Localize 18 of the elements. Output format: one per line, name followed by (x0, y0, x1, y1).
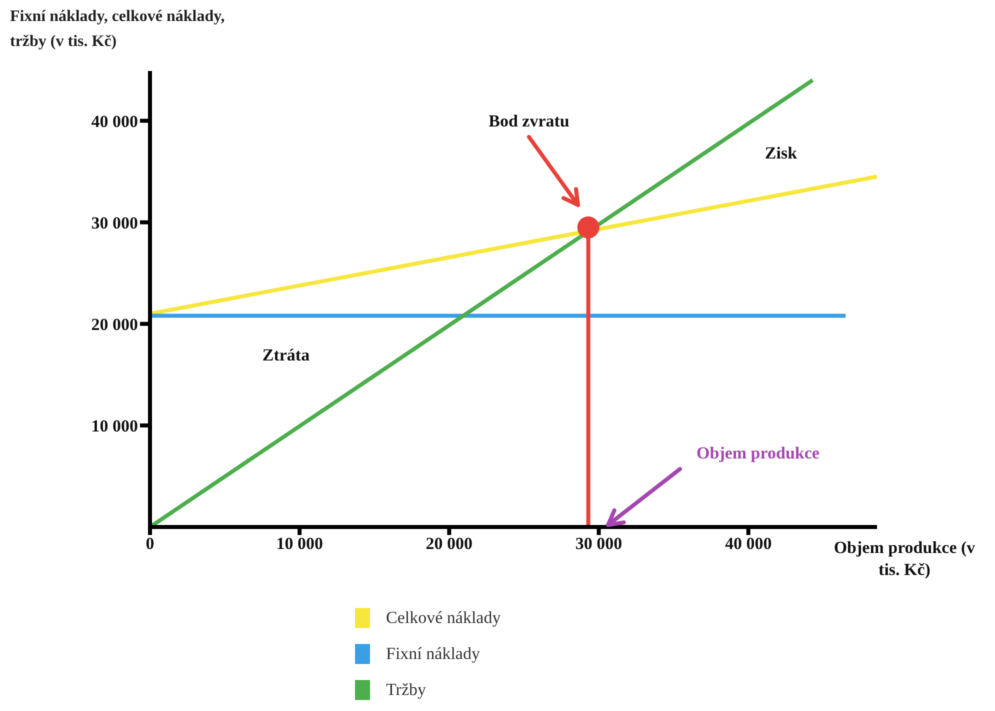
annotation: Ztráta (262, 346, 310, 364)
annotation: Objem produkce (696, 444, 820, 462)
legend-label: Fixní náklady (386, 644, 480, 664)
legend-label: Celkové náklady (386, 608, 501, 628)
legend-label: Tržby (386, 680, 426, 700)
y-tick-label: 20 000 (91, 314, 138, 334)
y-tick-label: 30 000 (91, 213, 138, 232)
x-tick-label: 10 000 (276, 534, 323, 554)
y-axis-title: Fixní náklady, celkové náklady, tržby (v tis. Kč) (10, 7, 226, 52)
x-tick-label: 30 000 (575, 534, 622, 554)
annotation: Bod zvratu (488, 112, 570, 130)
x-tick-label: 40 000 (724, 534, 772, 554)
x-axis-title: Objem produkce (v tis. Kč) (832, 537, 976, 581)
annotation: Zisk (764, 144, 798, 162)
y-tick-label: 40 000 (91, 112, 138, 131)
x-tick-label: 20 000 (426, 534, 473, 554)
x-tick-label: 0 (146, 534, 154, 554)
y-tick-label: 10 000 (91, 416, 138, 436)
